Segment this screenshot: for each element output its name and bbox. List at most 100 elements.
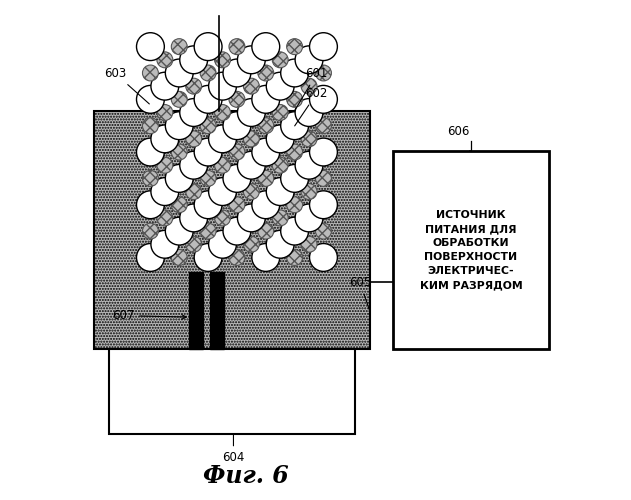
Circle shape (180, 98, 208, 126)
Circle shape (229, 197, 245, 212)
Circle shape (286, 92, 303, 108)
Circle shape (151, 230, 179, 258)
Text: 606: 606 (447, 125, 469, 138)
Circle shape (295, 204, 323, 232)
Bar (392, 150, 549, 350)
Circle shape (295, 152, 323, 179)
Circle shape (157, 104, 173, 120)
Circle shape (301, 236, 317, 252)
Circle shape (171, 38, 187, 54)
Text: 604: 604 (222, 434, 245, 464)
Circle shape (209, 125, 237, 153)
Circle shape (258, 223, 274, 239)
Circle shape (194, 244, 222, 272)
Circle shape (143, 170, 158, 186)
Circle shape (258, 170, 274, 186)
Circle shape (194, 191, 222, 218)
Circle shape (229, 92, 245, 108)
Text: 603: 603 (104, 67, 150, 104)
Circle shape (223, 59, 251, 87)
Circle shape (157, 158, 173, 173)
Circle shape (301, 131, 317, 147)
Circle shape (223, 217, 251, 245)
Circle shape (165, 59, 193, 87)
Circle shape (209, 230, 237, 258)
Circle shape (180, 46, 208, 74)
Circle shape (310, 32, 338, 60)
Circle shape (316, 223, 331, 239)
Circle shape (136, 32, 164, 60)
Circle shape (143, 223, 158, 239)
Circle shape (215, 52, 230, 68)
Circle shape (171, 144, 187, 160)
Circle shape (258, 118, 274, 134)
Text: ИСТОЧНИК
ПИТАНИЯ ДЛЯ
ОБРАБОТКИ
ПОВЕРХНОСТИ
ЭЛЕКТРИЧЕС-
КИМ РАЗРЯДОМ: ИСТОЧНИК ПИТАНИЯ ДЛЯ ОБРАБОТКИ ПОВЕРХНОС… (420, 210, 522, 290)
Circle shape (171, 92, 187, 108)
Circle shape (310, 138, 338, 166)
Circle shape (143, 118, 158, 134)
Circle shape (301, 78, 317, 94)
Circle shape (310, 86, 338, 114)
Circle shape (252, 138, 280, 166)
Circle shape (229, 38, 245, 54)
Circle shape (223, 164, 251, 192)
Circle shape (266, 72, 294, 100)
Circle shape (229, 144, 245, 160)
Circle shape (281, 164, 309, 192)
Text: Фиг. 6: Фиг. 6 (203, 464, 289, 488)
Circle shape (171, 250, 187, 266)
Circle shape (143, 65, 158, 81)
Circle shape (186, 78, 202, 94)
Circle shape (151, 178, 179, 206)
Circle shape (209, 178, 237, 206)
Circle shape (316, 170, 331, 186)
Circle shape (272, 52, 288, 68)
Circle shape (194, 86, 222, 114)
Circle shape (244, 131, 259, 147)
Bar (94, 111, 370, 350)
Circle shape (209, 72, 237, 100)
Circle shape (157, 210, 173, 226)
Circle shape (165, 217, 193, 245)
Circle shape (252, 244, 280, 272)
Circle shape (151, 72, 179, 100)
Circle shape (252, 32, 280, 60)
Circle shape (223, 112, 251, 140)
Circle shape (194, 32, 222, 60)
Circle shape (266, 178, 294, 206)
Circle shape (165, 112, 193, 140)
Circle shape (252, 191, 280, 218)
Circle shape (316, 65, 331, 81)
Circle shape (286, 250, 303, 266)
Circle shape (136, 244, 164, 272)
Circle shape (136, 138, 164, 166)
Circle shape (252, 86, 280, 114)
Circle shape (215, 158, 230, 173)
Circle shape (286, 38, 303, 54)
Circle shape (266, 125, 294, 153)
Circle shape (310, 191, 338, 218)
Circle shape (244, 184, 259, 200)
Text: 605: 605 (349, 276, 371, 310)
Circle shape (186, 131, 202, 147)
Circle shape (310, 244, 338, 272)
Circle shape (200, 65, 216, 81)
Circle shape (244, 78, 259, 94)
Circle shape (301, 184, 317, 200)
Circle shape (295, 98, 323, 126)
Circle shape (180, 204, 208, 232)
Text: 602: 602 (295, 87, 328, 126)
Circle shape (244, 236, 259, 252)
Circle shape (237, 152, 265, 179)
Circle shape (194, 138, 222, 166)
Circle shape (229, 250, 245, 266)
Bar (210, 272, 224, 349)
Text: 607: 607 (112, 309, 186, 322)
Bar (109, 350, 355, 434)
Circle shape (200, 118, 216, 134)
Circle shape (200, 170, 216, 186)
Circle shape (157, 52, 173, 68)
Circle shape (186, 184, 202, 200)
Circle shape (272, 158, 288, 173)
Circle shape (237, 204, 265, 232)
